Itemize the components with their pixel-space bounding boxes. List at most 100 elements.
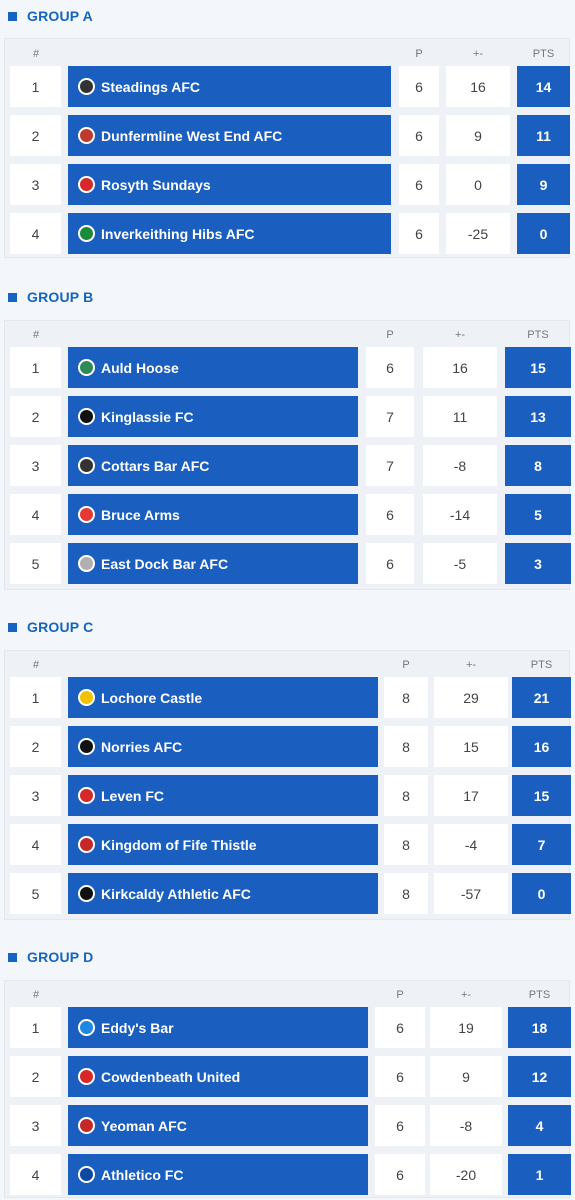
goal-diff-cell: 19 xyxy=(430,1007,502,1048)
team-crest-icon xyxy=(78,457,95,474)
group-title-label: GROUP D xyxy=(27,949,94,965)
goal-diff-cell: 16 xyxy=(446,66,510,107)
header-goal-diff: +- xyxy=(460,989,472,1001)
team-name-label: Eddy's Bar xyxy=(101,1019,174,1036)
team-name-label: Cowdenbeath United xyxy=(101,1068,241,1085)
team-name-label: Kingdom of Fife Thistle xyxy=(101,836,257,853)
position-cell: 3 xyxy=(10,775,61,816)
played-cell: 8 xyxy=(384,873,428,914)
position-cell: 2 xyxy=(10,726,61,767)
team-name-label: Dunfermline West End AFC xyxy=(101,127,283,144)
goal-diff-cell: -5 xyxy=(423,543,497,584)
header-played: P xyxy=(402,659,410,671)
goal-diff-cell: 0 xyxy=(446,164,510,205)
header-rank: # xyxy=(32,989,40,1001)
position-cell: 4 xyxy=(10,494,61,535)
team-crest-icon xyxy=(78,78,95,95)
points-cell: 16 xyxy=(512,726,571,767)
team-crest-icon xyxy=(78,1117,95,1134)
points-cell: 7 xyxy=(512,824,571,865)
header-points: PTS xyxy=(530,659,553,671)
played-cell: 6 xyxy=(375,1007,425,1048)
played-cell: 6 xyxy=(375,1105,425,1146)
header-rank: # xyxy=(32,48,40,60)
points-cell: 13 xyxy=(505,396,571,437)
team-name-button[interactable]: Cowdenbeath United xyxy=(68,1056,368,1097)
points-cell: 3 xyxy=(505,543,571,584)
header-goal-diff: +- xyxy=(472,48,484,60)
team-name-label: Bruce Arms xyxy=(101,506,180,523)
header-played: P xyxy=(415,48,423,60)
team-name-button[interactable]: Rosyth Sundays xyxy=(68,164,391,205)
position-cell: 5 xyxy=(10,873,61,914)
team-crest-icon xyxy=(78,738,95,755)
points-cell: 11 xyxy=(517,115,570,156)
goal-diff-cell: 9 xyxy=(430,1056,502,1097)
team-name-label: Leven FC xyxy=(101,787,165,804)
team-name-label: Lochore Castle xyxy=(101,689,203,706)
team-name-button[interactable]: Dunfermline West End AFC xyxy=(68,115,391,156)
team-name-button[interactable]: Lochore Castle xyxy=(68,677,378,718)
team-name-button[interactable]: Steadings AFC xyxy=(68,66,391,107)
team-crest-icon xyxy=(78,885,95,902)
team-name-button[interactable]: Leven FC xyxy=(68,775,378,816)
team-name-label: Inverkeithing Hibs AFC xyxy=(101,225,255,242)
team-name-button[interactable]: East Dock Bar AFC xyxy=(68,543,358,584)
team-name-button[interactable]: Cottars Bar AFC xyxy=(68,445,358,486)
team-name-button[interactable]: Inverkeithing Hibs AFC xyxy=(68,213,391,254)
group-marker-icon xyxy=(8,11,17,21)
goal-diff-cell: 29 xyxy=(434,677,508,718)
position-cell: 1 xyxy=(10,347,61,388)
team-crest-icon xyxy=(78,359,95,376)
played-cell: 8 xyxy=(384,824,428,865)
header-played: P xyxy=(396,989,404,1001)
team-name-label: Athletico FC xyxy=(101,1166,184,1183)
played-cell: 7 xyxy=(366,445,414,486)
team-name-button[interactable]: Bruce Arms xyxy=(68,494,358,535)
goal-diff-cell: -20 xyxy=(430,1154,502,1195)
points-cell: 12 xyxy=(508,1056,571,1097)
team-name-button[interactable]: Kinglassie FC xyxy=(68,396,358,437)
goal-diff-cell: 17 xyxy=(434,775,508,816)
played-cell: 6 xyxy=(366,347,414,388)
points-cell: 1 xyxy=(508,1154,571,1195)
team-name-label: Auld Hoose xyxy=(101,359,179,376)
team-crest-icon xyxy=(78,1068,95,1085)
goal-diff-cell: -14 xyxy=(423,494,497,535)
points-cell: 18 xyxy=(508,1007,571,1048)
team-name-label: Norries AFC xyxy=(101,738,183,755)
position-cell: 2 xyxy=(10,115,61,156)
played-cell: 7 xyxy=(366,396,414,437)
played-cell: 6 xyxy=(375,1056,425,1097)
goal-diff-cell: 9 xyxy=(446,115,510,156)
played-cell: 6 xyxy=(366,543,414,584)
position-cell: 3 xyxy=(10,1105,61,1146)
team-name-button[interactable]: Auld Hoose xyxy=(68,347,358,388)
team-name-button[interactable]: Yeoman AFC xyxy=(68,1105,368,1146)
team-crest-icon xyxy=(78,127,95,144)
team-name-button[interactable]: Kingdom of Fife Thistle xyxy=(68,824,378,865)
played-cell: 6 xyxy=(366,494,414,535)
team-crest-icon xyxy=(78,1166,95,1183)
points-cell: 14 xyxy=(517,66,570,107)
group-title-group-b: GROUP B xyxy=(8,287,94,307)
goal-diff-cell: -57 xyxy=(434,873,508,914)
header-goal-diff: +- xyxy=(465,659,477,671)
header-points: PTS xyxy=(528,989,551,1001)
team-name-label: Yeoman AFC xyxy=(101,1117,187,1134)
team-name-button[interactable]: Kirkcaldy Athletic AFC xyxy=(68,873,378,914)
team-name-button[interactable]: Athletico FC xyxy=(68,1154,368,1195)
team-crest-icon xyxy=(78,176,95,193)
team-crest-icon xyxy=(78,689,95,706)
position-cell: 3 xyxy=(10,445,61,486)
points-cell: 8 xyxy=(505,445,571,486)
points-cell: 15 xyxy=(512,775,571,816)
team-name-label: Rosyth Sundays xyxy=(101,176,211,193)
played-cell: 6 xyxy=(399,66,439,107)
team-name-label: Kirkcaldy Athletic AFC xyxy=(101,885,251,902)
team-name-button[interactable]: Eddy's Bar xyxy=(68,1007,368,1048)
team-crest-icon xyxy=(78,506,95,523)
goal-diff-cell: 11 xyxy=(423,396,497,437)
team-name-button[interactable]: Norries AFC xyxy=(68,726,378,767)
group-title-label: GROUP B xyxy=(27,289,94,305)
